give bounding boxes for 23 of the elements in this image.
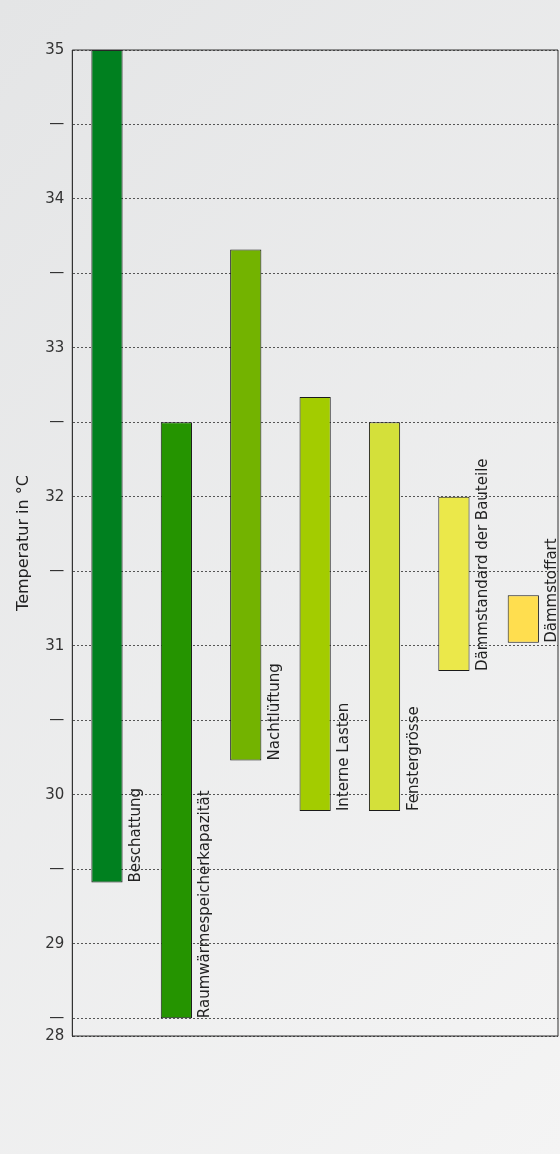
x-tick-label: Dämmstoffart [542, 538, 560, 643]
y-tick-label: — [49, 263, 65, 282]
x-tick-label: Interne Lasten [334, 702, 353, 812]
y-tick-label: 31 [45, 635, 65, 654]
y-axis-title: Temperatur in °C [12, 475, 32, 612]
y-tick-label: 33 [45, 337, 65, 356]
y-tick-label: 29 [45, 933, 65, 952]
x-tick-label: Nachtlüftung [264, 663, 283, 761]
x-tick-label: Fenstergrösse [403, 706, 422, 812]
y-tick-label: — [49, 710, 65, 729]
y-tick-label: 35 [45, 39, 65, 58]
x-tick-label: Dämmstandard der Bauteile [472, 458, 491, 672]
y-tick-label: 30 [45, 784, 65, 803]
x-tick-label: Beschattung [125, 788, 144, 883]
y-tick-label: 32 [45, 486, 65, 505]
y-tick-label: — [49, 1008, 65, 1027]
y-tick-label: — [49, 561, 65, 580]
y-tick-label: — [49, 412, 65, 431]
x-tick-label: Raumwärmespeicherkapazität [195, 790, 214, 1019]
y-tick-label: 34 [45, 188, 65, 207]
y-tick-label: — [49, 114, 65, 133]
y-tick-label: — [49, 859, 65, 878]
y-tick-label: 28 [45, 1025, 65, 1044]
